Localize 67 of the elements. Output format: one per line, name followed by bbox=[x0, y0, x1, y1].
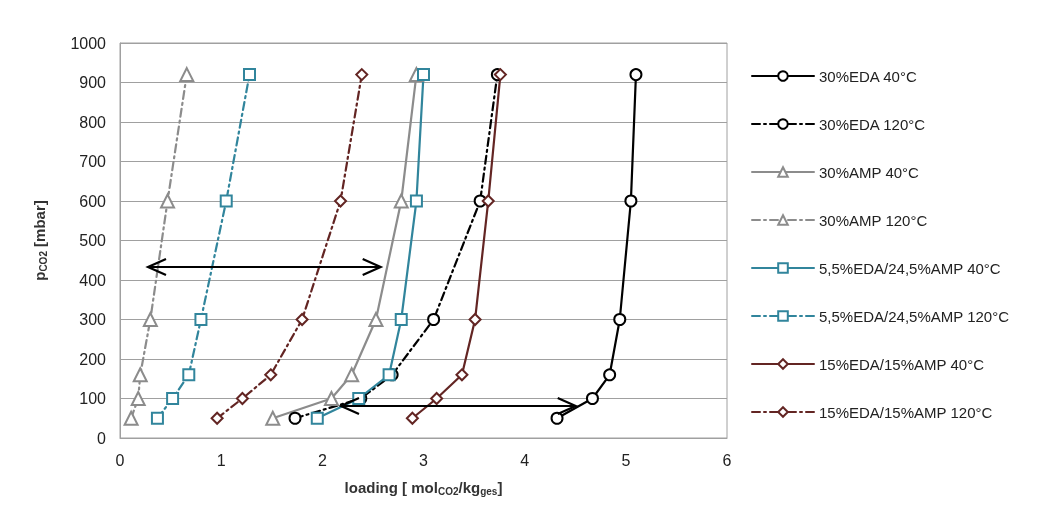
y-axis-title: pCO2 [mbar] bbox=[30, 200, 49, 281]
point bbox=[624, 194, 638, 208]
legend-label: 30%EDA 120°C bbox=[819, 115, 926, 133]
point bbox=[393, 193, 409, 209]
point bbox=[219, 194, 233, 208]
point bbox=[468, 313, 482, 326]
point bbox=[194, 313, 208, 326]
y-tick-label: 100 bbox=[79, 390, 107, 407]
y-tick-label: 500 bbox=[79, 232, 107, 249]
x-tick-label: 3 bbox=[419, 451, 429, 469]
y-tick-label: 300 bbox=[79, 311, 107, 328]
point bbox=[264, 368, 278, 382]
point bbox=[629, 68, 643, 82]
y-tick-label: 800 bbox=[79, 113, 107, 131]
point bbox=[182, 368, 196, 382]
point bbox=[150, 411, 164, 425]
point bbox=[132, 367, 148, 383]
point bbox=[613, 313, 627, 326]
y-tick-label: 700 bbox=[79, 153, 107, 170]
point bbox=[288, 411, 302, 425]
point bbox=[210, 411, 224, 425]
x-tick-label: 4 bbox=[520, 451, 530, 469]
legend-label: 15%EDA/15%AMP 40°C bbox=[819, 355, 985, 373]
point bbox=[179, 67, 195, 83]
y-tick-label: 1000 bbox=[70, 34, 107, 52]
point bbox=[242, 68, 256, 82]
point bbox=[550, 411, 564, 425]
point bbox=[344, 367, 360, 383]
point bbox=[166, 392, 180, 405]
point bbox=[430, 392, 444, 405]
point bbox=[417, 68, 430, 82]
point bbox=[481, 194, 495, 208]
point bbox=[394, 313, 408, 326]
point bbox=[334, 194, 348, 208]
point bbox=[409, 194, 423, 208]
point bbox=[235, 392, 249, 405]
y-tick-label: 900 bbox=[79, 74, 107, 91]
legend-label: 30%EDA 40°C bbox=[819, 67, 917, 85]
y-tick-label: 200 bbox=[79, 350, 107, 368]
point bbox=[130, 391, 146, 406]
point bbox=[355, 68, 369, 82]
x-tick-label: 5 bbox=[621, 451, 631, 469]
point bbox=[455, 368, 469, 382]
x-tick-label: 2 bbox=[317, 451, 327, 469]
point bbox=[123, 410, 139, 426]
point bbox=[368, 312, 384, 327]
x-tick-label: 6 bbox=[722, 451, 732, 469]
point bbox=[585, 392, 599, 405]
legend-label: 5,5%EDA/24,5%AMP 40°C bbox=[819, 259, 1001, 277]
legend-label: 30%AMP 40°C bbox=[819, 163, 920, 181]
point bbox=[160, 193, 176, 209]
point bbox=[265, 410, 281, 426]
point bbox=[142, 312, 158, 327]
y-tick-label: 0 bbox=[97, 429, 107, 447]
legend-label: 30%AMP 120°C bbox=[819, 211, 928, 229]
x-tick-label: 1 bbox=[216, 451, 226, 469]
point bbox=[323, 391, 339, 406]
point bbox=[310, 411, 324, 425]
y-tick-label: 600 bbox=[79, 192, 107, 210]
point bbox=[295, 313, 309, 326]
x-tick-label: 0 bbox=[115, 451, 125, 469]
point bbox=[405, 411, 419, 425]
point bbox=[603, 368, 617, 382]
legend-label: 15%EDA/15%AMP 120°C bbox=[819, 403, 993, 421]
y-tick-label: 400 bbox=[79, 271, 107, 289]
point bbox=[427, 313, 441, 326]
legend-label: 5,5%EDA/24,5%AMP 120°C bbox=[819, 307, 1010, 325]
